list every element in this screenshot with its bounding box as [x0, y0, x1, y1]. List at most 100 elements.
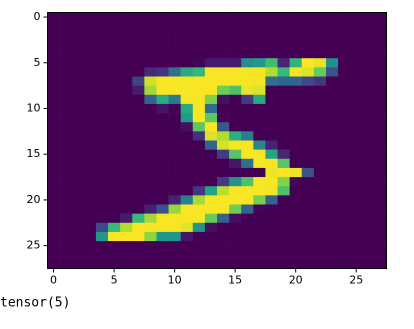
pixel-cell — [181, 31, 193, 40]
pixel-cell — [108, 67, 120, 76]
pixel-cell — [265, 122, 277, 131]
pixel-cell — [278, 250, 290, 259]
pixel-cell — [120, 177, 132, 186]
pixel-cell — [350, 31, 362, 40]
pixel-cell — [181, 22, 193, 31]
pixel-cell — [72, 49, 84, 58]
pixel-cell — [108, 113, 120, 122]
pixel-cell — [338, 131, 350, 140]
pixel-cell — [338, 259, 350, 268]
pixel-cell — [338, 40, 350, 49]
pixel-cell — [205, 77, 217, 86]
pixel-cell — [120, 104, 132, 113]
pixel-cell — [72, 58, 84, 67]
pixel-cell — [326, 214, 338, 223]
pixel-cell — [241, 40, 253, 49]
pixel-cell — [132, 131, 144, 140]
pixel-cell — [326, 232, 338, 241]
pixel-cell — [326, 250, 338, 259]
pixel-cell — [96, 159, 108, 168]
pixel-cell — [217, 95, 229, 104]
pixel-cell — [290, 168, 302, 177]
pixel-cell — [48, 67, 60, 76]
pixel-cell — [96, 67, 108, 76]
pixel-cell — [84, 141, 96, 150]
pixel-cell — [229, 31, 241, 40]
pixel-cell — [290, 40, 302, 49]
pixel-cell — [144, 150, 156, 159]
pixel-cell — [314, 214, 326, 223]
pixel-cell — [350, 95, 362, 104]
pixel-cell — [193, 58, 205, 67]
pixel-cell — [156, 214, 168, 223]
pixel-cell — [205, 104, 217, 113]
pixel-cell — [350, 177, 362, 186]
pixel-cell — [84, 67, 96, 76]
pixel-cell — [229, 195, 241, 204]
pixel-cell — [205, 113, 217, 122]
pixel-cell — [290, 205, 302, 214]
pixel-cell — [362, 13, 374, 22]
pixel-cell — [278, 205, 290, 214]
pixel-cell — [120, 122, 132, 131]
pixel-cell — [205, 214, 217, 223]
pixel-cell — [144, 31, 156, 40]
pixel-cell — [193, 77, 205, 86]
pixel-cell — [205, 95, 217, 104]
pixel-cell — [96, 22, 108, 31]
heatmap-cells — [48, 13, 387, 269]
pixel-cell — [132, 159, 144, 168]
pixel-cell — [205, 168, 217, 177]
pixel-cell — [229, 113, 241, 122]
pixel-cell — [156, 150, 168, 159]
pixel-cell — [84, 205, 96, 214]
pixel-cell — [217, 168, 229, 177]
pixel-cell — [132, 223, 144, 232]
pixel-cell — [181, 159, 193, 168]
pixel-cell — [156, 141, 168, 150]
pixel-cell — [72, 259, 84, 268]
pixel-cell — [84, 214, 96, 223]
pixel-cell — [314, 168, 326, 177]
pixel-cell — [205, 232, 217, 241]
pixel-cell — [302, 259, 314, 268]
y-tick-label: 0 — [34, 10, 41, 23]
pixel-cell — [132, 104, 144, 113]
pixel-cell — [241, 104, 253, 113]
pixel-cell — [290, 31, 302, 40]
pixel-cell — [84, 186, 96, 195]
pixel-cell — [60, 67, 72, 76]
pixel-cell — [326, 86, 338, 95]
pixel-cell — [48, 168, 60, 177]
pixel-cell — [326, 113, 338, 122]
pixel-cell — [326, 67, 338, 76]
pixel-cell — [144, 122, 156, 131]
pixel-cell — [60, 95, 72, 104]
pixel-cell — [338, 168, 350, 177]
pixel-cell — [108, 250, 120, 259]
pixel-cell — [181, 58, 193, 67]
pixel-cell — [181, 177, 193, 186]
pixel-cell — [302, 77, 314, 86]
pixel-cell — [290, 122, 302, 131]
pixel-cell — [144, 95, 156, 104]
pixel-cell — [290, 177, 302, 186]
pixel-cell — [132, 195, 144, 204]
pixel-cell — [156, 95, 168, 104]
pixel-cell — [205, 205, 217, 214]
pixel-cell — [72, 13, 84, 22]
pixel-cell — [290, 232, 302, 241]
pixel-cell — [278, 31, 290, 40]
pixel-cell — [60, 250, 72, 259]
pixel-cell — [84, 31, 96, 40]
pixel-cell — [350, 49, 362, 58]
pixel-cell — [253, 195, 265, 204]
pixel-cell — [338, 77, 350, 86]
pixel-cell — [265, 259, 277, 268]
pixel-cell — [350, 241, 362, 250]
pixel-cell — [338, 86, 350, 95]
pixel-cell — [302, 141, 314, 150]
pixel-cell — [96, 195, 108, 204]
pixel-cell — [193, 141, 205, 150]
pixel-cell — [265, 131, 277, 140]
